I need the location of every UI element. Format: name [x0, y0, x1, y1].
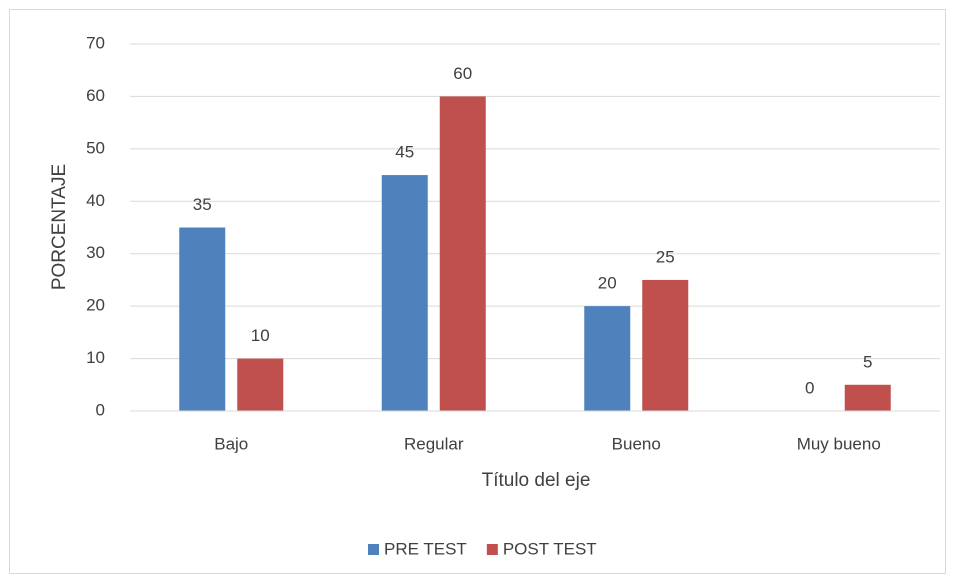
y-tick-label: 40 — [86, 191, 105, 210]
y-axis-title: PORCENTAJE — [49, 164, 70, 290]
y-tick-label: 50 — [86, 138, 105, 157]
data-label: 25 — [656, 247, 675, 266]
y-tick-label: 60 — [86, 86, 105, 105]
x-axis-title: Título del eje — [482, 470, 591, 491]
legend-label: POST TEST — [503, 539, 597, 558]
bar — [642, 279, 689, 411]
data-label: 10 — [251, 326, 270, 345]
x-tick-label: Bueno — [612, 434, 661, 453]
bar — [584, 306, 631, 411]
data-label: 0 — [805, 378, 814, 397]
data-label: 5 — [863, 352, 872, 371]
y-tick-label: 30 — [86, 243, 105, 262]
legend-swatch — [368, 544, 379, 555]
y-tick-label: 70 — [86, 33, 105, 52]
x-tick-label: Muy bueno — [797, 434, 881, 453]
bar — [439, 96, 486, 411]
x-tick-label: Regular — [404, 434, 464, 453]
data-label: 45 — [395, 143, 414, 162]
bar — [844, 384, 891, 411]
legend-label: PRE TEST — [384, 539, 467, 558]
bar — [381, 175, 428, 411]
y-tick-label: 10 — [86, 348, 105, 367]
data-label: 35 — [193, 195, 212, 214]
x-tick-label: Bajo — [214, 434, 248, 453]
y-tick-label: 20 — [86, 296, 105, 315]
data-label: 60 — [453, 64, 472, 83]
legend-swatch — [486, 544, 498, 555]
bar — [179, 227, 226, 411]
bar — [237, 358, 284, 411]
y-tick-label: 0 — [96, 400, 105, 419]
data-label: 20 — [598, 274, 617, 293]
